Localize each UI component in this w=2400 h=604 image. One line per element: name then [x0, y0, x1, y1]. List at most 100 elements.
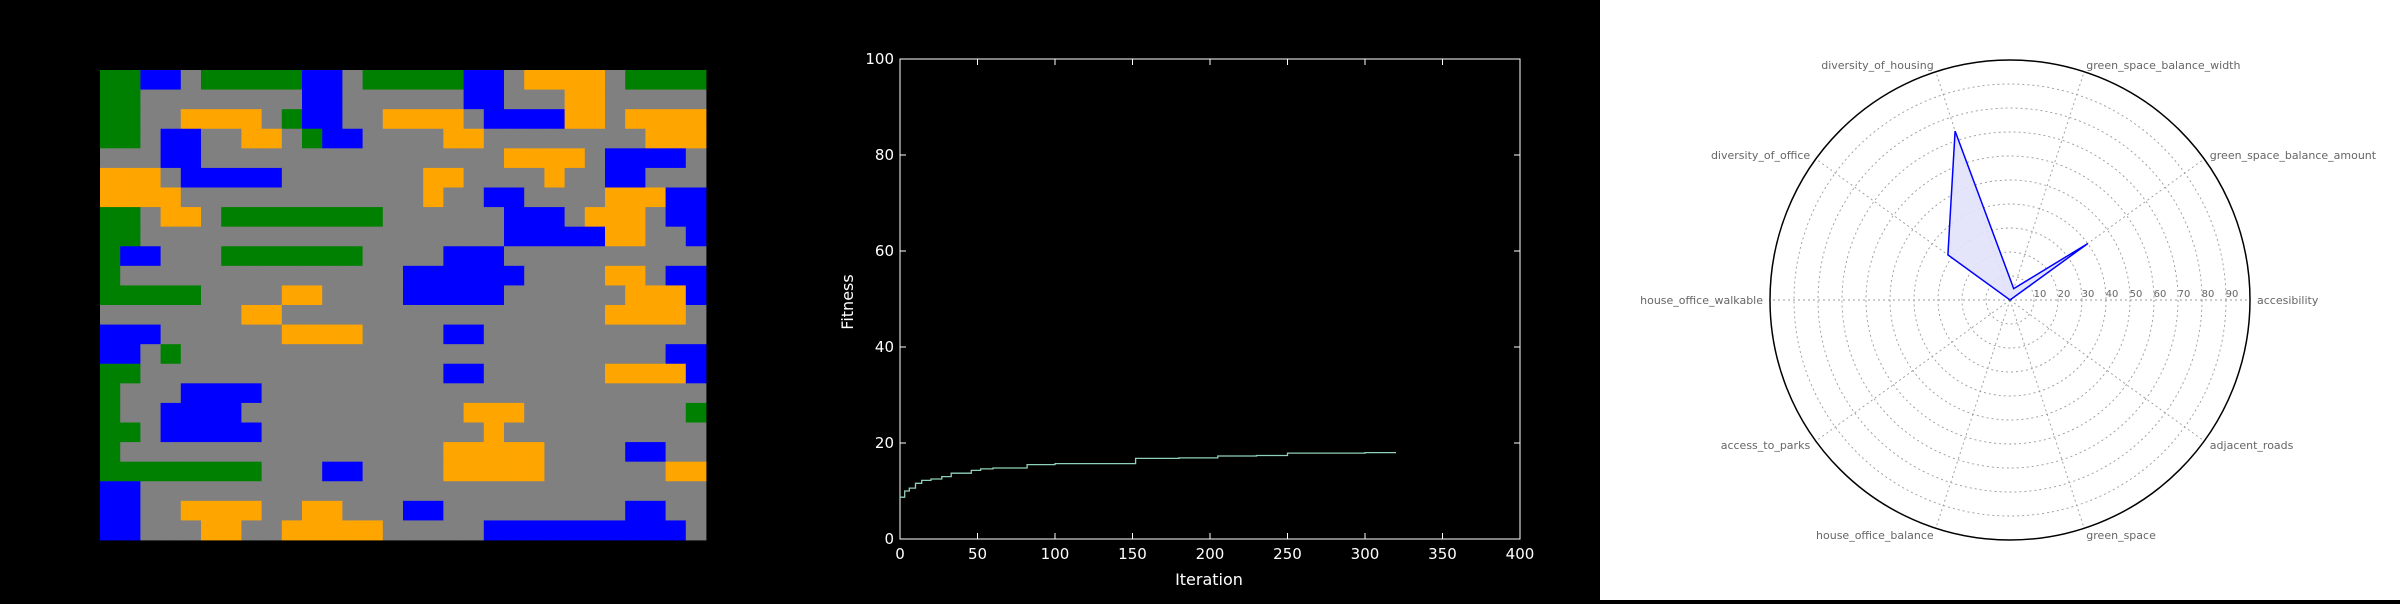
grid-cell-road — [403, 207, 424, 228]
grid-cell-road — [544, 246, 565, 267]
grid-cell-road — [201, 442, 222, 463]
grid-cell-road — [261, 520, 283, 541]
grid-cell-road — [382, 285, 404, 306]
grid-cell-office — [625, 187, 646, 208]
grid-cell-road — [302, 148, 323, 169]
grid-cell-road — [645, 226, 666, 247]
grid-cell-road — [140, 128, 161, 149]
y-tick-label: 0 — [884, 530, 894, 548]
grid-cell-green-space — [100, 285, 121, 306]
grid-cell-road — [665, 226, 687, 247]
grid-cell-green-space — [342, 207, 363, 228]
grid-cell-housing — [322, 109, 343, 130]
grid-cell-road — [504, 89, 525, 110]
grid-cell-housing — [120, 324, 141, 345]
grid-cell-road — [403, 520, 424, 541]
grid-cell-road — [362, 167, 384, 188]
grid-cell-road — [201, 344, 222, 365]
radial-tick-label: 70 — [2178, 289, 2191, 300]
grid-cell-housing — [201, 167, 222, 188]
grid-cell-road — [504, 383, 525, 404]
grid-cell-road — [564, 422, 586, 443]
grid-cell-road — [625, 344, 646, 365]
x-tick-label: 400 — [1506, 545, 1535, 563]
grid-cell-road — [342, 363, 363, 384]
grid-cell-road — [362, 89, 384, 110]
grid-cell-road — [382, 520, 404, 541]
grid-cell-housing — [645, 442, 666, 463]
grid-cell-office — [322, 324, 343, 345]
grid-cell-road — [241, 442, 262, 463]
grid-cell-road — [685, 481, 707, 502]
grid-cell-office — [665, 128, 687, 149]
grid-cell-road — [665, 324, 687, 345]
grid-cell-road — [342, 402, 363, 423]
grid-cell-road — [160, 520, 182, 541]
grid-cell-housing — [483, 89, 505, 110]
grid-cell-housing — [160, 70, 182, 90]
grid-cell-road — [140, 422, 161, 443]
grid-cell-road — [685, 148, 707, 169]
grid-cell-office — [645, 285, 666, 306]
radial-tick-label: 50 — [2130, 289, 2143, 300]
grid-cell-housing — [625, 148, 646, 169]
grid-cell-office — [443, 167, 464, 188]
grid-cell-road — [160, 305, 182, 325]
grid-cell-road — [423, 422, 444, 443]
grid-cell-road — [241, 344, 262, 365]
grid-cell-green-space — [120, 226, 141, 247]
radial-tick-label: 40 — [2106, 289, 2119, 300]
grid-cell-road — [584, 422, 606, 443]
grid-cell-road — [584, 442, 606, 463]
grid-cell-road — [302, 422, 323, 443]
grid-cell-road — [483, 226, 505, 247]
grid-cell-road — [180, 363, 202, 384]
city-layout-grid — [100, 70, 707, 541]
grid-cell-green-space — [100, 226, 121, 247]
grid-cell-housing — [342, 128, 363, 149]
grid-cell-road — [201, 265, 222, 286]
grid-cell-road — [443, 89, 464, 110]
grid-cell-road — [625, 461, 646, 482]
grid-cell-office — [221, 500, 242, 521]
grid-cell-road — [160, 167, 182, 188]
grid-cell-housing — [160, 402, 182, 423]
grid-cell-road — [605, 344, 626, 365]
grid-cell-housing — [645, 148, 666, 169]
grid-cell-road — [564, 402, 586, 423]
grid-cell-road — [403, 461, 424, 482]
grid-cell-road — [524, 187, 545, 208]
grid-cell-road — [281, 148, 303, 169]
grid-cell-green-space — [100, 207, 121, 228]
grid-cell-office — [100, 187, 121, 208]
grid-cell-road — [625, 422, 646, 443]
grid-cell-housing — [221, 422, 242, 443]
grid-cell-housing — [504, 265, 525, 286]
grid-cell-road — [342, 481, 363, 502]
grid-cell-road — [302, 402, 323, 423]
grid-cell-road — [685, 442, 707, 463]
grid-cell-road — [584, 481, 606, 502]
x-tick-label: 50 — [968, 545, 987, 563]
grid-cell-road — [382, 226, 404, 247]
grid-cell-road — [625, 402, 646, 423]
grid-cell-road — [382, 89, 404, 110]
grid-cell-road — [605, 324, 626, 345]
grid-cell-road — [564, 187, 586, 208]
grid-cell-green-space — [100, 383, 121, 404]
grid-cell-road — [322, 167, 343, 188]
grid-cell-road — [403, 167, 424, 188]
grid-cell-road — [564, 167, 586, 188]
grid-cell-housing — [342, 461, 363, 482]
grid-cell-road — [261, 422, 283, 443]
grid-cell-housing — [685, 265, 707, 286]
axis-label-diversity-of-housing: diversity_of_housing — [1821, 59, 1933, 72]
grid-cell-road — [403, 148, 424, 169]
grid-cell-housing — [140, 324, 161, 345]
grid-cell-road — [261, 461, 283, 482]
grid-cell-housing — [140, 70, 161, 90]
grid-cell-road — [423, 324, 444, 345]
grid-cell-road — [342, 109, 363, 130]
grid-cell-road — [403, 383, 424, 404]
grid-cell-office — [645, 305, 666, 325]
